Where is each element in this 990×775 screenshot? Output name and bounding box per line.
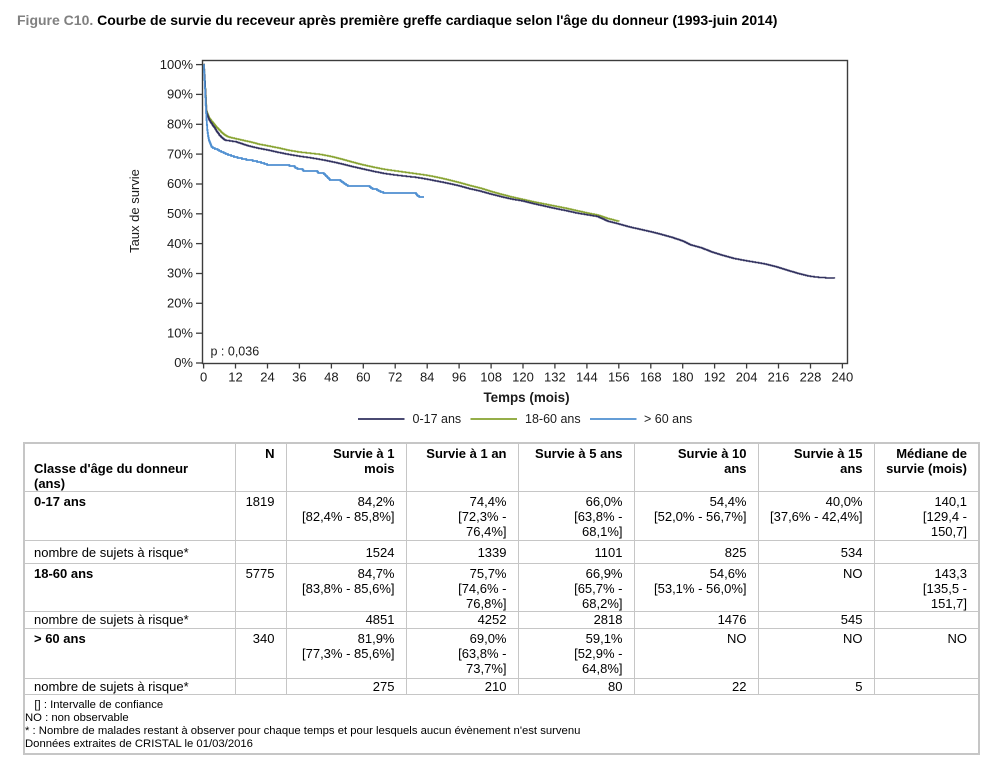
svg-text:10%: 10% <box>167 325 193 340</box>
svg-text:24: 24 <box>260 370 274 385</box>
svg-text:90%: 90% <box>167 87 193 102</box>
svg-text:Taux de survie: Taux de survie <box>127 169 142 253</box>
svg-text:100%: 100% <box>160 57 194 72</box>
svg-text:20%: 20% <box>167 296 193 311</box>
svg-text:84: 84 <box>420 370 434 385</box>
svg-text:0%: 0% <box>174 355 193 370</box>
svg-text:50%: 50% <box>167 206 193 221</box>
svg-text:60%: 60% <box>167 176 193 191</box>
svg-text:18-60 ans: 18-60 ans <box>525 412 581 426</box>
svg-text:80%: 80% <box>167 117 193 132</box>
svg-text:108: 108 <box>480 370 502 385</box>
svg-text:36: 36 <box>292 370 306 385</box>
svg-text:168: 168 <box>640 370 662 385</box>
svg-text:144: 144 <box>576 370 598 385</box>
svg-text:0-17 ans: 0-17 ans <box>413 412 462 426</box>
svg-text:60: 60 <box>356 370 370 385</box>
svg-text:40%: 40% <box>167 236 193 251</box>
svg-text:p : 0,036: p : 0,036 <box>211 345 260 359</box>
svg-text:Temps (mois): Temps (mois) <box>483 390 569 405</box>
svg-text:72: 72 <box>388 370 402 385</box>
svg-text:216: 216 <box>768 370 790 385</box>
svg-text:48: 48 <box>324 370 338 385</box>
svg-text:> 60 ans: > 60 ans <box>644 412 692 426</box>
svg-text:204: 204 <box>736 370 758 385</box>
svg-text:0: 0 <box>200 370 207 385</box>
svg-text:120: 120 <box>512 370 534 385</box>
svg-text:156: 156 <box>608 370 630 385</box>
svg-text:132: 132 <box>544 370 566 385</box>
svg-text:96: 96 <box>452 370 466 385</box>
svg-text:180: 180 <box>672 370 694 385</box>
svg-text:192: 192 <box>704 370 726 385</box>
svg-text:12: 12 <box>228 370 242 385</box>
svg-text:70%: 70% <box>167 146 193 161</box>
svg-text:240: 240 <box>832 370 854 385</box>
svg-text:228: 228 <box>800 370 822 385</box>
svg-text:30%: 30% <box>167 266 193 281</box>
